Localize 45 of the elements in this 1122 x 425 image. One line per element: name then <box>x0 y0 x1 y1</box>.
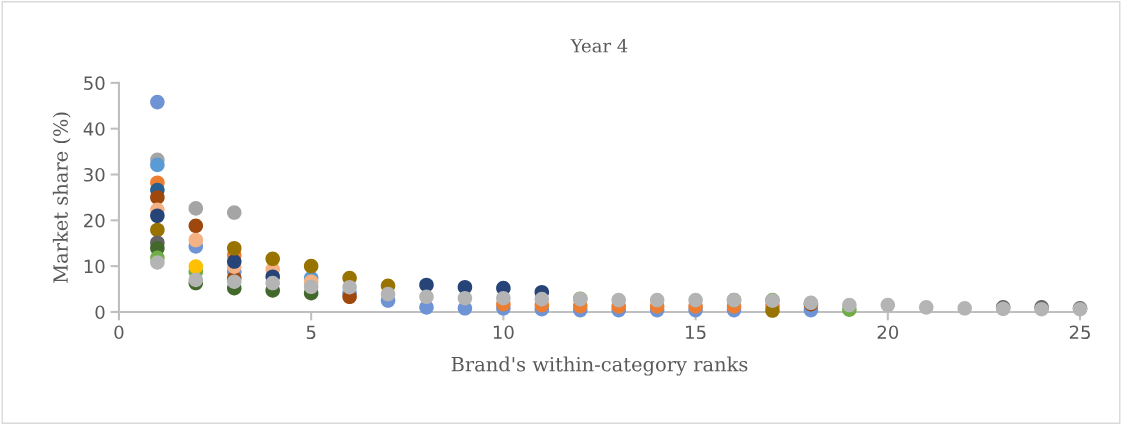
y-axis-title: Market share (%) <box>52 112 71 283</box>
x-tick-label: 20 <box>877 325 899 340</box>
point <box>188 218 204 234</box>
point <box>303 258 319 274</box>
point <box>688 292 703 308</box>
point <box>226 205 242 220</box>
point <box>957 301 972 316</box>
point <box>534 291 550 307</box>
y-tick-label: 10 <box>84 259 105 274</box>
point <box>226 240 242 256</box>
y-tick-label: 40 <box>83 122 105 136</box>
point <box>150 94 165 110</box>
point <box>649 292 665 308</box>
point <box>419 289 434 305</box>
y-tick-label: 20 <box>84 213 105 228</box>
x-tick-label: 0 <box>114 325 124 340</box>
point <box>188 232 204 248</box>
x-tick-label: 25 <box>1069 325 1090 340</box>
point <box>496 290 511 306</box>
point <box>419 277 434 293</box>
point <box>918 300 934 315</box>
point <box>150 222 165 238</box>
point <box>842 297 857 313</box>
y-tick-label: 0 <box>95 305 105 320</box>
point <box>880 297 896 313</box>
point <box>342 279 357 295</box>
point <box>188 259 204 274</box>
point <box>380 286 396 302</box>
point <box>457 290 473 306</box>
y-tick-label: 30 <box>84 167 105 182</box>
x-tick-label: 5 <box>306 325 316 340</box>
point <box>150 208 165 224</box>
y-tick-label: 50 <box>84 76 105 90</box>
point <box>150 190 165 205</box>
x-tick-label: 10 <box>493 325 514 340</box>
point <box>188 201 204 216</box>
point <box>303 279 319 295</box>
point <box>265 275 280 291</box>
point <box>611 292 626 308</box>
point <box>265 251 280 267</box>
chart-title: Year 4 <box>570 38 628 53</box>
x-tick-label: 15 <box>686 325 706 340</box>
point <box>150 255 165 270</box>
point <box>150 157 165 173</box>
x-axis-title: Brand's within-category ranks <box>451 356 748 376</box>
